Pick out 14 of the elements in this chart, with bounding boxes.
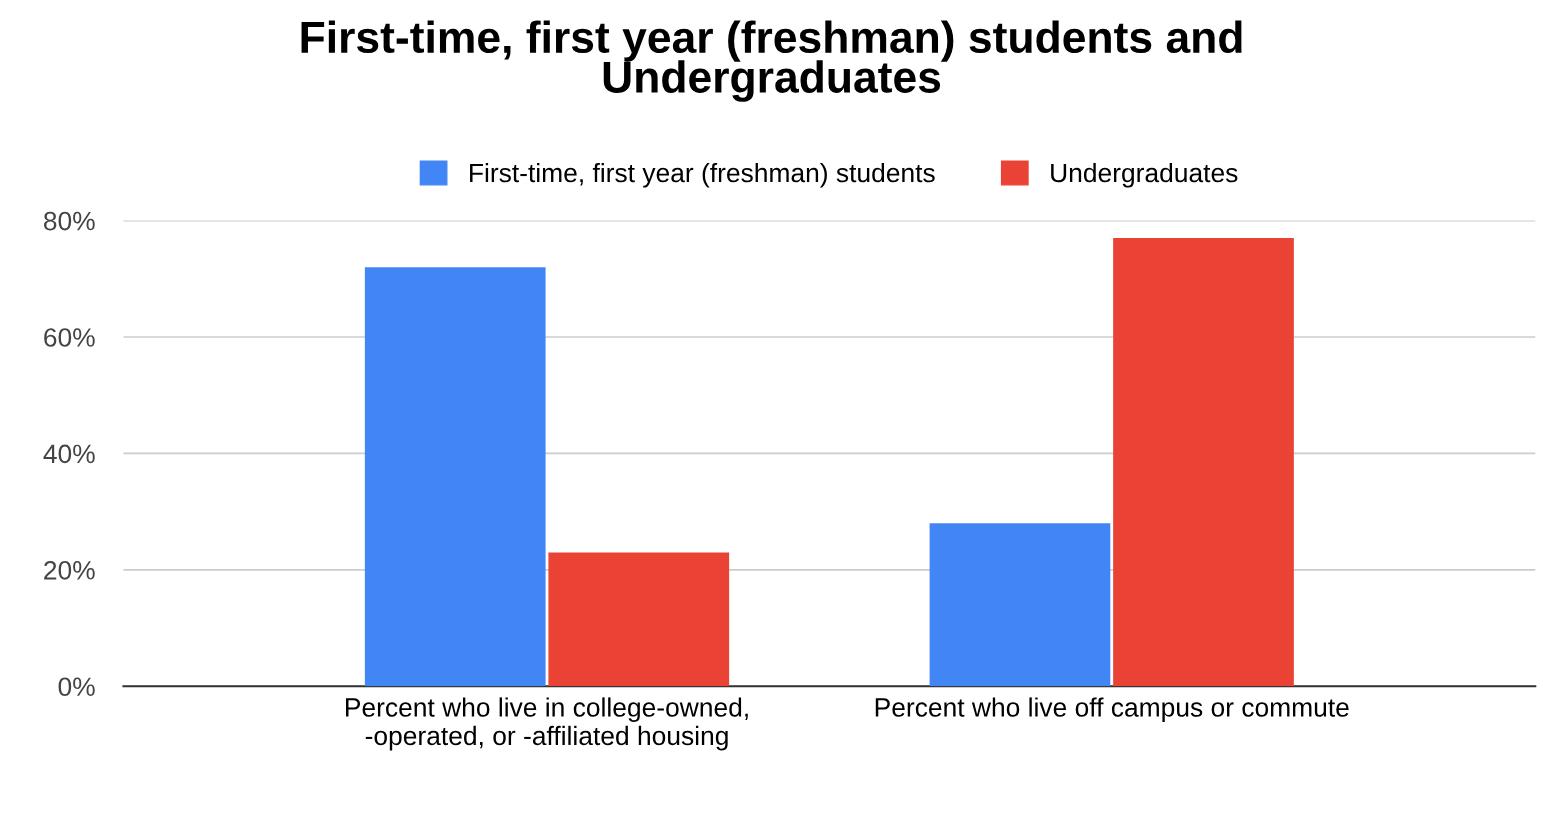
- x-tick-label: Percent who live off campus or commute: [875, 697, 1349, 722]
- y-tick-label: 60%: [44, 328, 95, 347]
- bar: [364, 267, 546, 687]
- legend-label: Undergraduates: [1051, 162, 1238, 188]
- legend-label: First-time, first year (freshman) students: [470, 162, 935, 188]
- y-tick-label: 80%: [43, 211, 95, 231]
- bar: [929, 523, 1111, 687]
- y-tick-label: 40%: [43, 444, 95, 464]
- y-tick-label: 0%: [58, 677, 95, 697]
- x-tick-label: Percent who live in college-owned, -operated, or -affiliated housing: [346, 697, 748, 751]
- chart-title: First-time, first year (freshman) students and Undergraduates: [301, 20, 1242, 102]
- bar: [1113, 238, 1294, 687]
- y-tick-label: 20%: [44, 560, 95, 580]
- bar: [548, 552, 730, 687]
